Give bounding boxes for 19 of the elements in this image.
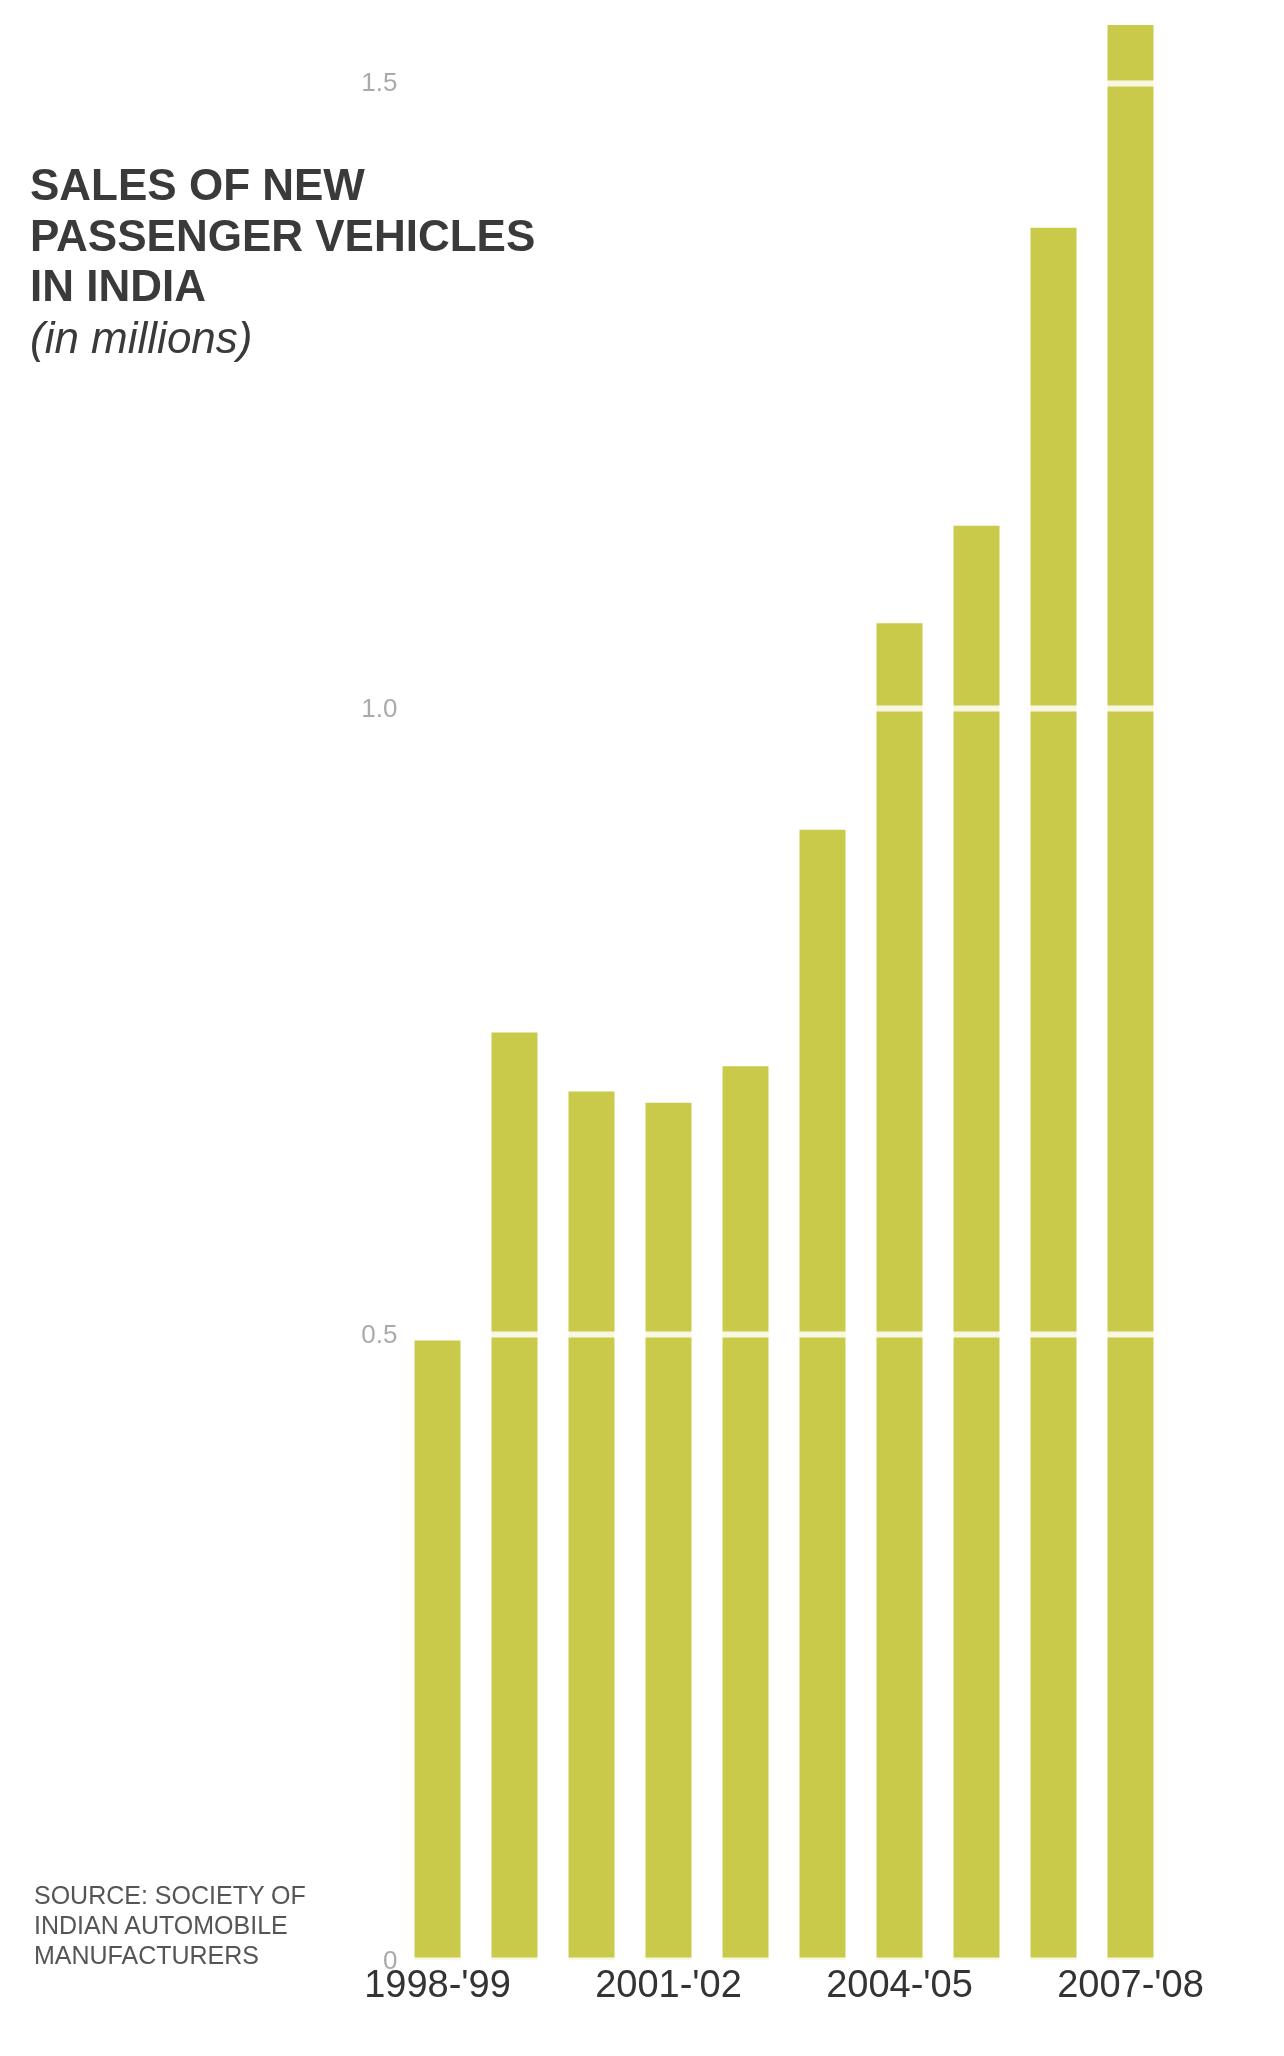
text: (in millions)	[30, 311, 254, 364]
bar	[645, 1102, 692, 1960]
x-tick-label: 2007-'08	[1057, 1962, 1204, 2005]
bar	[953, 525, 1000, 1960]
source-note: SOURCE: SOCIETY OF INDIAN AUTOMOBILE MANUFACTURERS	[34, 1880, 307, 1970]
bar	[568, 1091, 615, 1960]
bar	[491, 1032, 538, 1960]
bar	[876, 623, 923, 1960]
bar	[414, 1340, 461, 1960]
x-tick-label: 2004-'05	[826, 1962, 973, 2005]
text: SALES OF NEW PASSENGER VEHICLES IN INDIA	[30, 160, 537, 312]
y-tick-label: 0.5	[361, 1318, 398, 1349]
y-tick-label: 1.5	[361, 67, 398, 98]
bar	[1107, 25, 1154, 1960]
y-tick-label: 1.0	[361, 692, 398, 723]
bar	[1030, 227, 1077, 1960]
x-tick-label: 2001-'02	[595, 1962, 742, 2005]
bar	[722, 1066, 769, 1960]
bar	[799, 829, 846, 1960]
